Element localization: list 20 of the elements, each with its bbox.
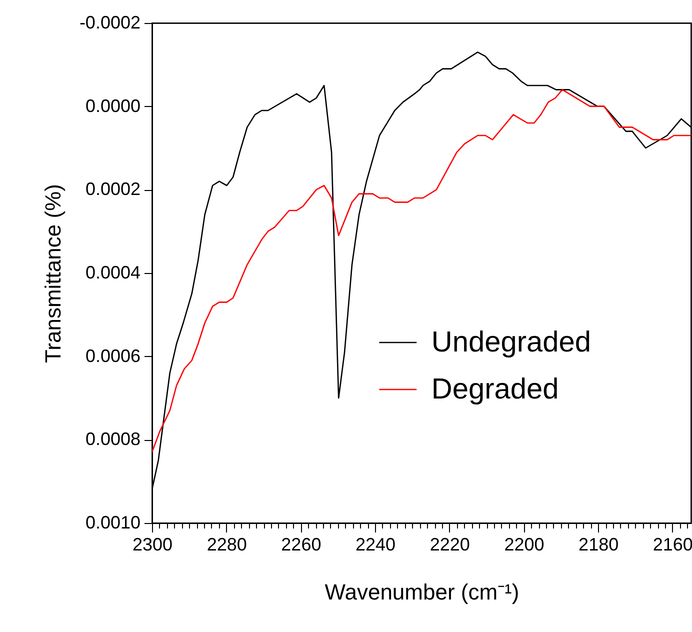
x-tick-label: 2160 [652, 534, 692, 554]
legend-label: Degraded [431, 374, 559, 406]
x-tick-label: 2240 [356, 534, 396, 554]
y-tick-label: 0.0000 [85, 96, 140, 116]
legend-label: Undegraded [431, 326, 592, 358]
x-tick-label: 2200 [504, 534, 544, 554]
x-tick-label: 2280 [206, 534, 247, 554]
x-tick-label: 2260 [281, 534, 322, 554]
y-tick-label: 0.0002 [85, 179, 140, 200]
x-tick-label: 2180 [578, 534, 619, 554]
y-tick-label: 0.0008 [85, 429, 140, 450]
x-tick-label: 2300 [132, 534, 173, 554]
y-tick-label: 0.0004 [85, 262, 140, 282]
x-axis-title: Wavenumber (cm⁻¹) [324, 580, 520, 604]
y-tick-label: -0.0002 [79, 12, 140, 32]
y-tick-label: 0.0010 [85, 512, 140, 532]
y-axis-title: Transmittance (%) [40, 184, 66, 363]
y-tick-label: 0.0006 [85, 346, 140, 366]
line-series [152, 89, 691, 453]
x-tick-label: 2220 [430, 534, 470, 554]
